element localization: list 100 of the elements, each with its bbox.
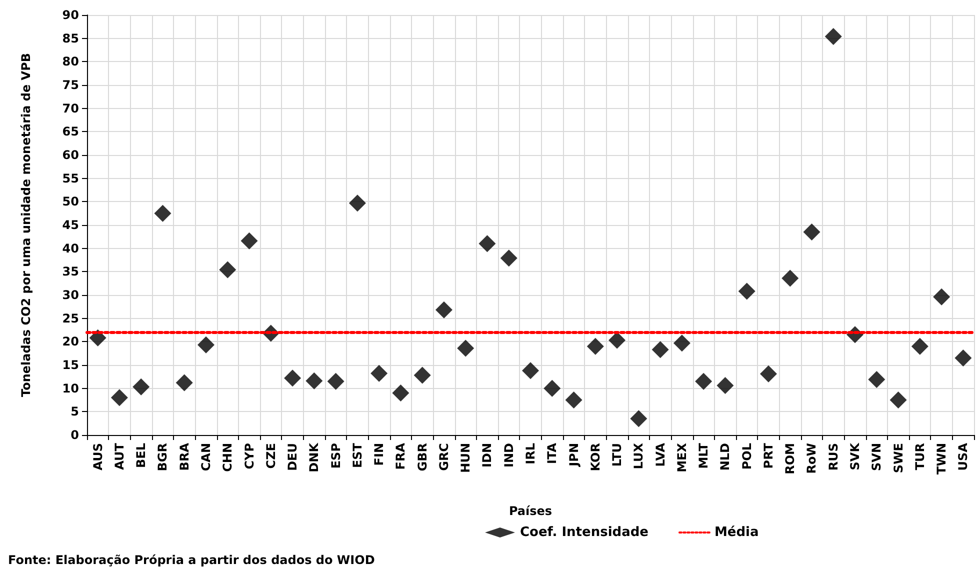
point [890, 392, 907, 408]
x-tick-label: ITA [545, 442, 560, 464]
y-tick-label: 80 [62, 54, 79, 69]
x-tick-label: KOR [588, 443, 602, 472]
x-tick-label: EST [350, 442, 364, 468]
point [954, 350, 972, 366]
y-tick-label: 0 [70, 428, 79, 442]
x-tick-label: POL [740, 442, 754, 470]
x-tick-label: AUT [112, 442, 126, 470]
x-tick-label: LUX [632, 442, 646, 470]
x-tick-label: TWN [934, 443, 949, 474]
x-tick-label: TUR [912, 443, 927, 470]
y-tick-label: 30 [62, 288, 79, 302]
y-tick-label: 60 [62, 148, 79, 162]
x-tick-label: MEX [674, 442, 689, 472]
point [760, 365, 777, 382]
x-tick-label: LTU [610, 443, 624, 467]
point [132, 378, 150, 396]
x-tick-label: BGR [156, 443, 170, 472]
y-tick-label: 55 [62, 171, 79, 186]
x-tick-label: LVA [653, 442, 668, 467]
point [565, 392, 582, 408]
point [868, 370, 886, 388]
x-tick-label: BRA [177, 442, 192, 471]
y-tick-label: 35 [62, 264, 79, 279]
point [608, 332, 626, 349]
y-tick-label: 15 [62, 358, 79, 372]
y-tick-label: 25 [62, 311, 79, 326]
y-tick-label: 5 [70, 404, 79, 419]
x-tick-label: AUS [90, 443, 105, 470]
x-tick-label: JPN [566, 443, 581, 468]
x-tick-label: SVN [870, 443, 884, 471]
x-tick-label: DNK [307, 442, 322, 472]
point [716, 377, 734, 394]
x-tick-label: IND [502, 442, 516, 468]
y-tick-label: 20 [62, 334, 79, 349]
x-tick-label: USA [956, 442, 970, 471]
x-tick-label: HUN [458, 443, 473, 473]
point [348, 194, 366, 212]
y-tick-label: 40 [62, 241, 79, 256]
point [306, 372, 323, 390]
point [435, 301, 452, 318]
x-tick-label: SWE [891, 443, 906, 474]
point [652, 341, 669, 358]
x-tick-label: MLT [696, 442, 711, 469]
point [500, 250, 518, 267]
point [522, 362, 539, 380]
x-tick-label: CAN [198, 443, 213, 472]
x-tick-label: SVK [848, 442, 862, 470]
y-tick-label: 75 [62, 78, 79, 92]
x-tick-label: NLD [718, 442, 732, 471]
x-tick-label: DEU [286, 443, 300, 471]
point [219, 261, 236, 278]
x-tick-label: IDN [480, 443, 494, 468]
x-tick-label: FRA [394, 442, 408, 470]
point [327, 372, 344, 390]
point [782, 270, 799, 287]
point [284, 370, 302, 387]
point [630, 410, 648, 428]
x-tick-label: RoW [804, 443, 819, 474]
x-tick-label: FIN [372, 443, 386, 466]
x-tick-label: GBR [415, 443, 430, 472]
point [240, 232, 258, 250]
point [803, 224, 820, 240]
point [911, 338, 928, 355]
point [197, 336, 214, 354]
y-tick-label: 70 [62, 101, 79, 116]
y-tick-label: 45 [62, 218, 79, 232]
y-axis-title: Toneladas CO2 por uma unidade monetária de VPB [19, 52, 33, 398]
point [695, 372, 712, 390]
legend-label: Coef. Intensidade [520, 525, 649, 540]
source-note: Fonte: Elaboração Própria a partir dos dados do WIOD [8, 553, 375, 567]
legend-label: Média [714, 525, 759, 540]
point [586, 338, 604, 355]
point [824, 28, 842, 45]
x-tick-label: CHN [220, 443, 235, 472]
x-tick-label: IRL [524, 442, 538, 464]
x-tick-label: ESP [328, 442, 343, 469]
x-tick-label: RUS [826, 443, 840, 471]
x-tick-label: PRT [761, 442, 776, 469]
y-tick-label: 85 [62, 31, 79, 46]
point [110, 389, 128, 406]
point [673, 334, 690, 352]
x-axis-title: Países [508, 504, 552, 518]
x-tick-label: ROM [783, 443, 798, 474]
y-tick-label: 50 [62, 194, 79, 209]
y-tick-label: 90 [62, 8, 79, 22]
x-tick-label: BEL [134, 442, 148, 468]
point [392, 384, 410, 402]
point [370, 364, 388, 382]
y-tick-label: 10 [62, 381, 79, 396]
point [414, 366, 431, 384]
point [176, 374, 193, 392]
point [544, 380, 561, 397]
point [478, 235, 496, 252]
x-tick-label: CZE [264, 443, 278, 469]
point [154, 204, 172, 222]
point [457, 340, 474, 357]
y-tick-label: 65 [62, 124, 79, 139]
point [738, 282, 756, 300]
